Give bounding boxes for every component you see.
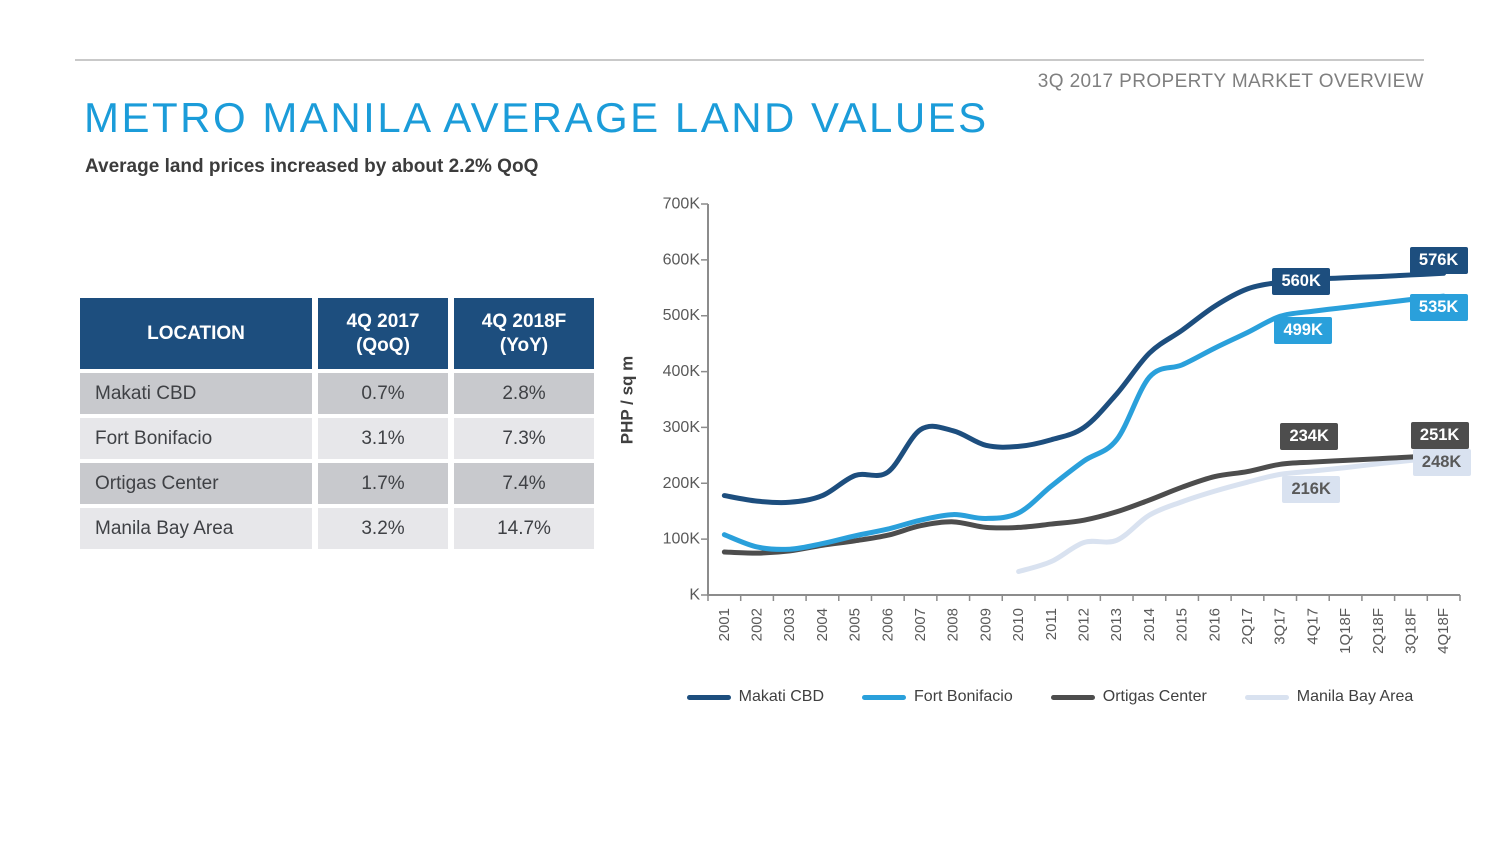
legend-line-swatch — [686, 694, 731, 700]
legend-item-fort-bonifacio: Fort Bonifacio — [862, 688, 1013, 706]
series-line-fort-bonifacio — [721, 293, 1447, 552]
axis-ticks — [701, 203, 1461, 601]
series-line-ortigas-center — [721, 452, 1447, 556]
legend-label: Makati CBD — [738, 688, 825, 705]
y-axis-tick-label: 500K — [663, 307, 701, 324]
x-axis-tick-label: 2005 — [847, 608, 864, 641]
table-cell-yoy: 7.3% — [454, 418, 594, 459]
x-axis-tick-label: 2016 — [1206, 608, 1223, 641]
y-axis-tick-label: 700K — [663, 196, 701, 213]
column-header-4q2018f: 4Q 2018F (YoY) — [454, 298, 594, 369]
land-values-line-chart: K 100K 200K 300K 400K 500K 600K 700K PHP / sq m 2… — [618, 196, 1461, 654]
x-axis-tick-label: 2006 — [879, 608, 896, 641]
table-cell-location: Makati CBD — [80, 373, 312, 414]
data-label-makati-4q18f: 576K — [1409, 246, 1468, 274]
page-title: METRO MANILA AVERAGE LAND VALUES — [84, 94, 989, 141]
x-axis-tick-label: 2001 — [716, 608, 733, 641]
x-axis-tick-label: 4Q18F — [1435, 608, 1452, 654]
x-axis-tick-label: 1Q18F — [1337, 608, 1354, 654]
y-axis-title: PHP / sq m — [618, 356, 637, 445]
table-cell-yoy: 7.4% — [454, 463, 594, 504]
table-cell-location: Fort Bonifacio — [80, 418, 312, 459]
x-axis-tick-label: 3Q18F — [1402, 608, 1419, 654]
table-cell-yoy: 2.8% — [454, 373, 594, 414]
legend-label: Manila Bay Area — [1296, 688, 1414, 705]
y-axis-tick-label: 200K — [663, 475, 701, 492]
report-header: 3Q 2017 PROPERTY MARKET OVERVIEW — [1037, 71, 1424, 92]
data-label-makati-3q17: 560K — [1272, 267, 1331, 295]
table-cell-qoq: 3.1% — [318, 418, 448, 459]
x-axis-tick-label: 2004 — [814, 608, 831, 641]
x-axis-tick-label: 2002 — [749, 608, 766, 641]
legend-line-swatch — [862, 694, 907, 700]
column-header-location: LOCATION — [80, 298, 312, 369]
data-label-manilabay-3q17: 216K — [1282, 475, 1341, 503]
legend-line-swatch — [1244, 694, 1289, 700]
page-subtitle: Average land prices increased by about 2… — [85, 156, 539, 177]
table-cell-qoq: 3.2% — [318, 508, 448, 549]
legend-item-ortigas-center: Ortigas Center — [1050, 688, 1207, 706]
data-label-manilabay-4q18f: 248K — [1412, 448, 1471, 476]
y-axis-tick-label: 300K — [663, 419, 701, 436]
column-header-sublabel: (YoY) — [499, 334, 549, 356]
x-axis-tick-label: 2008 — [945, 608, 962, 641]
legend-label: Ortigas Center — [1102, 688, 1207, 705]
data-label-fort-4q18f: 535K — [1409, 293, 1468, 321]
x-axis-tick-label: 2009 — [977, 608, 994, 641]
column-header-4q2017: 4Q 2017 (QoQ) — [318, 298, 448, 369]
x-axis-tick-label: 2003 — [781, 608, 798, 641]
table-cell-location: Ortigas Center — [80, 463, 312, 504]
series-line-manila-bay-area — [1016, 453, 1447, 575]
x-axis-tick-label: 4Q17 — [1304, 608, 1321, 645]
x-axis-tick-label: 2011 — [1043, 608, 1060, 640]
legend-item-manila-bay-area: Manila Bay Area — [1244, 688, 1414, 706]
table-cell-qoq: 0.7% — [318, 373, 448, 414]
header-divider — [75, 59, 1424, 61]
y-axis-tick-label: K — [689, 587, 700, 604]
x-axis-tick-label: 2014 — [1141, 608, 1158, 641]
data-label-fort-3q17: 499K — [1274, 316, 1333, 344]
x-axis-tick-label: 3Q17 — [1272, 608, 1289, 645]
table-cell-location: Manila Bay Area — [80, 508, 312, 549]
column-header-label: LOCATION — [147, 322, 245, 344]
x-axis-tick-label: 2Q18F — [1370, 608, 1387, 654]
x-axis-tick-label: 2Q17 — [1239, 608, 1256, 645]
data-label-ortigas-3q17: 234K — [1280, 422, 1339, 450]
land-values-table: LOCATION 4Q 2017 (QoQ) 4Q 2018F (YoY) Ma… — [80, 298, 594, 549]
legend-item-makati-cbd: Makati CBD — [686, 688, 825, 706]
x-axis-tick-label: 2012 — [1076, 608, 1093, 641]
column-header-sublabel: (QoQ) — [356, 334, 410, 356]
axis-lines — [707, 204, 1460, 596]
x-axis-tick-label: 2015 — [1174, 608, 1191, 641]
legend-label: Fort Bonifacio — [914, 688, 1013, 705]
table-cell-yoy: 14.7% — [454, 508, 594, 549]
data-label-ortigas-4q18f: 251K — [1410, 422, 1469, 450]
table-cell-qoq: 1.7% — [318, 463, 448, 504]
column-header-label: 4Q 2018F — [481, 310, 567, 332]
x-axis-tick-label: 2007 — [912, 608, 929, 641]
y-axis-tick-label: 100K — [663, 531, 701, 548]
x-axis-tick-label: 2010 — [1010, 608, 1027, 641]
y-axis-tick-label: 600K — [663, 251, 701, 268]
y-axis-tick-label: 400K — [663, 363, 701, 380]
chart-legend: Makati CBD Fort Bonifacio Ortigas Center… — [600, 684, 1500, 710]
x-axis-tick-label: 2013 — [1108, 608, 1125, 641]
legend-line-swatch — [1050, 694, 1095, 700]
column-header-label: 4Q 2017 — [346, 310, 420, 332]
